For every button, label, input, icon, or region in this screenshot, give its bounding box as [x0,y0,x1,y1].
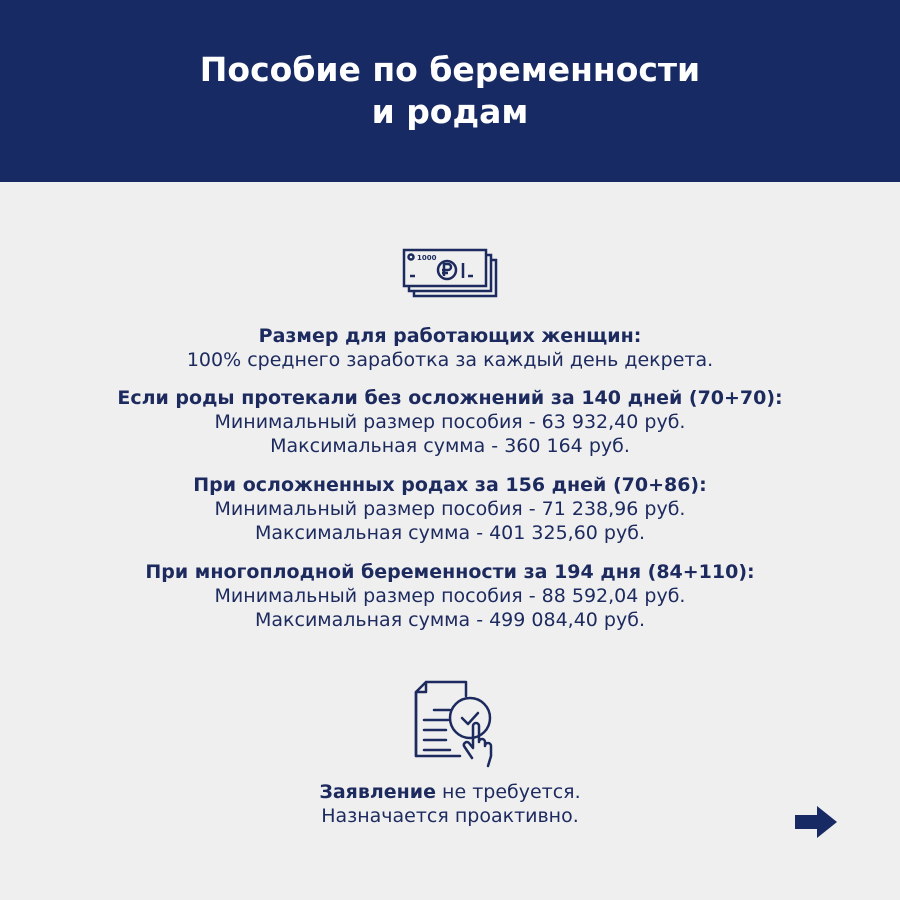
arrow-right-icon[interactable] [795,806,839,838]
section-heading: Размер для работающих женщин: [258,325,642,347]
page-title: Пособие по беременности и родам [200,49,700,133]
section-line: Максимальная сумма - 360 164 руб. [270,435,630,457]
footer-note: Заявление не требуется. Назначается проа… [0,780,900,828]
section-working-women: Размер для работающих женщин: 100% средн… [0,324,900,372]
section-156-days: При осложненных родах за 156 дней (70+86… [0,473,900,545]
document-check-hand-icon [414,680,493,768]
section-line: Минимальный размер пособия - 63 932,40 р… [214,411,686,433]
footer-line2: Назначается проактивно. [321,805,579,827]
money-banknotes-icon: 1000 [402,248,498,298]
section-line: 100% среднего заработка за каждый день д… [186,349,714,371]
section-194-days: При многоплодной беременности за 194 дня… [0,560,900,632]
section-heading: При многоплодной беременности за 194 дня… [145,561,755,583]
section-line: Максимальная сумма - 499 084,40 руб. [255,609,645,631]
header-banner: Пособие по беременности и родам [0,0,900,182]
section-140-days: Если роды протекали без осложнений за 14… [0,386,900,458]
section-heading: При осложненных родах за 156 дней (70+86… [193,474,707,496]
section-heading: Если роды протекали без осложнений за 14… [117,387,783,409]
footer-bold: Заявление [319,781,436,803]
title-line-2: и родам [371,92,529,131]
title-line-1: Пособие по беременности [199,50,701,89]
section-line: Максимальная сумма - 401 325,60 руб. [255,522,645,544]
section-line: Минимальный размер пособия - 88 592,04 р… [214,585,686,607]
svg-text:1000: 1000 [417,254,437,262]
footer-rest: не требуется. [436,781,581,803]
section-line: Минимальный размер пособия - 71 238,96 р… [214,498,686,520]
